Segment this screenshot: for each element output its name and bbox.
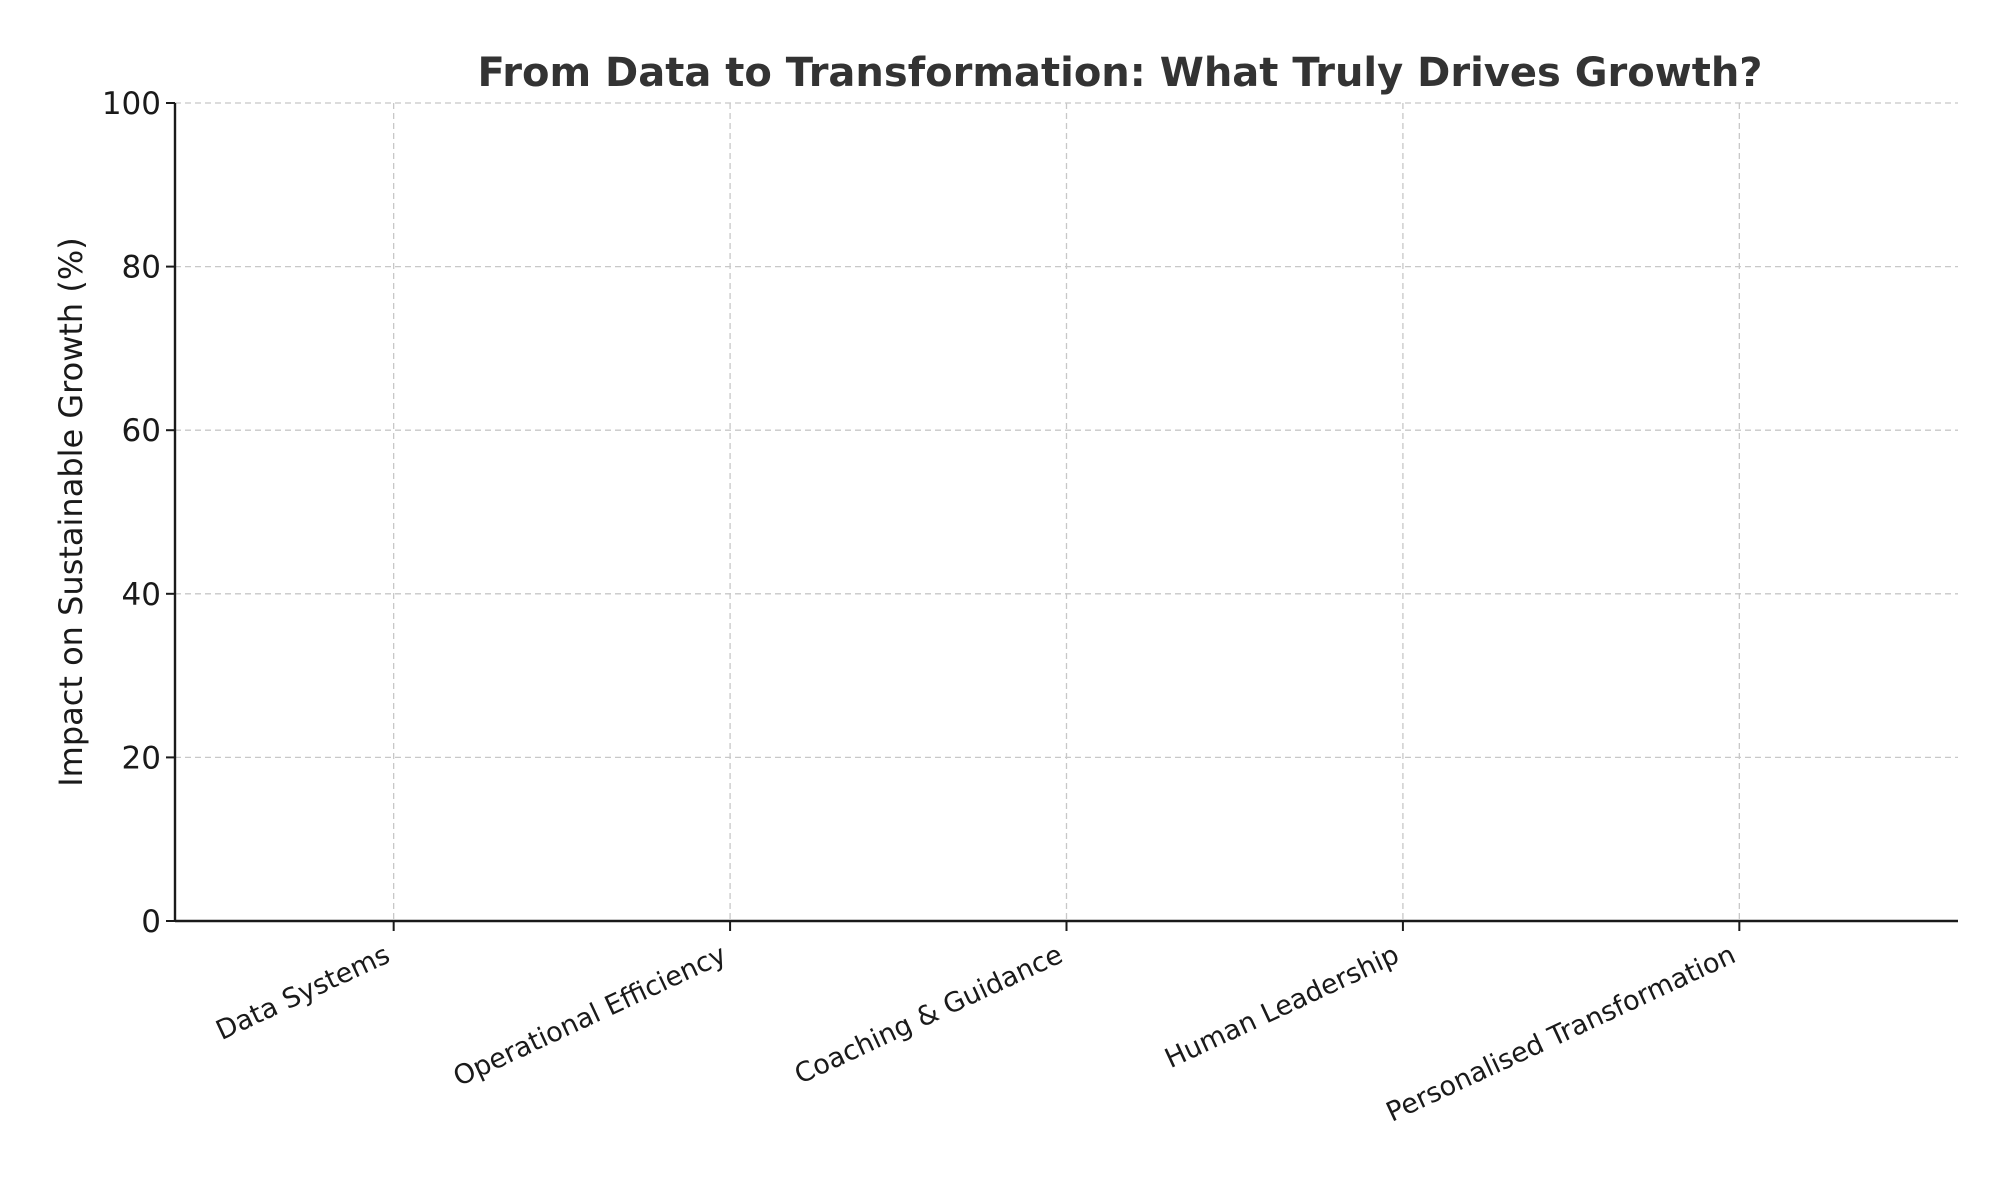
chart-title: From Data to Transformation: What Truly …: [477, 50, 1762, 96]
x-tick-label-2: Coaching & Guidance: [790, 939, 1067, 1090]
x-tick-label-1: Operational Efficiency: [449, 939, 731, 1093]
x-tick-label-4: Personalised Transformation: [1382, 939, 1741, 1128]
y-tick-label-3: 60: [122, 413, 161, 449]
y-axis-title: Impact on Sustainable Growth (%): [52, 237, 90, 787]
grid-layer: [175, 102, 1958, 921]
y-tick-label-0: 0: [141, 904, 161, 940]
y-tick-label-4: 80: [122, 250, 161, 286]
y-tick-label-2: 40: [122, 577, 161, 613]
ticks-layer: 0 20 40 60 80 100 Data Systems Operational Effi…: [102, 86, 1741, 1128]
y-tick-label-5: 100: [102, 86, 161, 122]
x-tick-label-3: Human Leadership: [1160, 939, 1404, 1075]
y-tick-label-1: 20: [122, 740, 161, 776]
x-tick-label-0: Data Systems: [211, 939, 394, 1046]
